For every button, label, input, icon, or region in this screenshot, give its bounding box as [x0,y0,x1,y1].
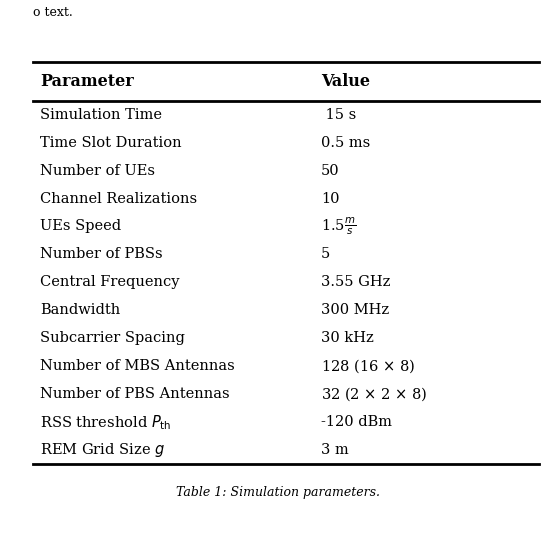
Text: REM Grid Size $g$: REM Grid Size $g$ [40,441,165,459]
Text: Subcarrier Spacing: Subcarrier Spacing [40,331,185,345]
Text: Channel Realizations: Channel Realizations [40,192,197,206]
Text: 50: 50 [321,164,340,178]
Text: Simulation Time: Simulation Time [40,108,162,122]
Text: 0.5 ms: 0.5 ms [321,136,370,150]
Text: 128 (16 $\times$ 8): 128 (16 $\times$ 8) [321,358,415,375]
Text: 32 (2 $\times$ 2 $\times$ 8): 32 (2 $\times$ 2 $\times$ 8) [321,386,428,403]
Text: Number of MBS Antennas: Number of MBS Antennas [40,359,235,373]
Text: 1.5$\frac{m}{s}$: 1.5$\frac{m}{s}$ [321,216,356,237]
Text: Number of PBS Antennas: Number of PBS Antennas [40,387,230,401]
Text: Table 1: Simulation parameters.: Table 1: Simulation parameters. [176,486,380,499]
Text: Bandwidth: Bandwidth [40,303,120,317]
Text: o text.: o text. [33,6,73,19]
Text: RSS threshold $P_{\mathrm{th}}$: RSS threshold $P_{\mathrm{th}}$ [40,413,171,431]
Text: Time Slot Duration: Time Slot Duration [40,136,182,150]
Text: 3 m: 3 m [321,443,349,457]
Text: 3.55 GHz: 3.55 GHz [321,275,390,289]
Text: Value: Value [321,73,370,90]
Text: 5: 5 [321,247,330,261]
Text: Number of PBSs: Number of PBSs [40,247,163,261]
Text: UEs Speed: UEs Speed [40,220,121,233]
Text: Central Frequency: Central Frequency [40,275,180,289]
Text: Number of UEs: Number of UEs [40,164,155,178]
Text: Parameter: Parameter [40,73,134,90]
Text: 300 MHz: 300 MHz [321,303,389,317]
Text: -120 dBm: -120 dBm [321,415,392,429]
Text: 10: 10 [321,192,339,206]
Text: 15 s: 15 s [321,108,356,122]
Text: 30 kHz: 30 kHz [321,331,374,345]
